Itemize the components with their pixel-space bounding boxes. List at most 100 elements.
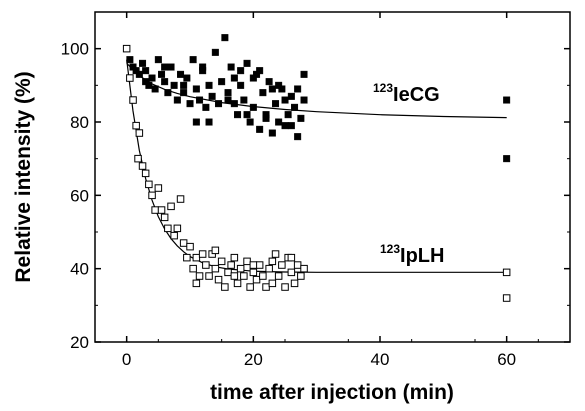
- data-point-filled: [135, 70, 143, 78]
- data-point-open: [192, 253, 201, 262]
- data-point-filled: [294, 85, 302, 93]
- data-point-filled: [205, 81, 213, 89]
- data-point-open: [268, 257, 277, 266]
- data-point-open: [134, 154, 142, 163]
- data-point-open: [211, 246, 220, 255]
- data-point-filled: [249, 103, 257, 111]
- data-point-filled: [180, 81, 188, 89]
- data-point-open: [141, 169, 150, 178]
- data-point-filled: [126, 56, 134, 64]
- data-point-filled: [164, 89, 172, 97]
- data-point-open: [167, 202, 175, 211]
- data-point-filled: [145, 81, 153, 89]
- data-point-open: [297, 272, 305, 280]
- data-point-open: [157, 206, 166, 214]
- data-point-open: [271, 250, 280, 258]
- data-point-open: [293, 261, 302, 269]
- data-point-filled: [284, 111, 292, 119]
- data-point-filled: [196, 96, 204, 104]
- data-point-filled: [199, 63, 207, 71]
- data-point-filled: [167, 63, 175, 71]
- x-tick-label: 0: [122, 350, 131, 369]
- data-point-open: [202, 261, 210, 269]
- data-point-filled: [230, 74, 238, 82]
- data-point-open: [287, 268, 296, 277]
- y-tick-label: 60: [70, 186, 89, 205]
- data-point-filled: [177, 70, 185, 78]
- data-point-filled: [268, 129, 276, 137]
- data-point-filled: [224, 96, 232, 104]
- data-point-open: [122, 44, 131, 53]
- data-point-open: [173, 224, 182, 233]
- data-point-filled: [300, 96, 308, 104]
- data-point-open: [170, 231, 178, 240]
- data-point-open: [224, 268, 232, 277]
- data-point-open: [176, 195, 185, 203]
- data-point-open: [132, 121, 140, 130]
- data-point-open: [211, 264, 220, 273]
- data-point-filled: [256, 125, 264, 133]
- data-point-filled: [230, 100, 238, 108]
- data-point-open: [186, 242, 194, 251]
- data-point-open: [262, 283, 270, 291]
- data-point-filled: [170, 81, 178, 89]
- data-point-filled: [503, 155, 511, 163]
- data-point-open: [502, 268, 511, 277]
- data-point-filled: [142, 67, 150, 75]
- data-point-open: [217, 257, 226, 266]
- data-point-filled: [281, 96, 289, 104]
- data-point-open: [205, 272, 213, 280]
- data-point-open: [249, 268, 258, 277]
- data-point-open: [179, 239, 188, 247]
- data-point-filled: [161, 63, 169, 71]
- data-point-filled: [154, 56, 162, 64]
- data-point-open: [151, 206, 159, 214]
- data-point-filled: [189, 56, 197, 64]
- data-point-open: [192, 279, 201, 288]
- data-point-filled: [272, 100, 280, 108]
- data-point-filled: [227, 63, 235, 71]
- x-tick-label: 60: [497, 350, 516, 369]
- data-point-filled: [202, 103, 210, 111]
- data-point-filled: [256, 67, 264, 75]
- y-tick-label: 100: [61, 40, 89, 59]
- data-point-filled: [218, 78, 226, 86]
- data-point-open: [278, 261, 286, 269]
- data-point-filled: [287, 122, 295, 130]
- data-point-open: [214, 275, 223, 284]
- y-tick-label: 20: [70, 333, 89, 352]
- data-point-open: [281, 283, 289, 291]
- data-point-filled: [234, 111, 242, 119]
- data-point-open: [290, 279, 299, 288]
- data-point-filled: [205, 118, 213, 126]
- data-point-open: [268, 279, 277, 288]
- data-point-filled: [294, 133, 302, 141]
- data-point-filled: [139, 59, 147, 67]
- y-tick-label: 40: [70, 260, 89, 279]
- data-point-filled: [243, 111, 251, 119]
- data-point-open: [189, 264, 197, 273]
- data-point-open: [126, 74, 134, 82]
- data-point-open: [259, 272, 267, 280]
- data-point-open: [145, 180, 153, 189]
- data-point-open: [300, 264, 308, 273]
- data-point-filled: [192, 85, 200, 93]
- data-point-filled: [275, 118, 283, 126]
- tick-labels: 0 20 40 60 20 40 60 80 100: [61, 40, 517, 369]
- data-point-open: [236, 264, 245, 273]
- data-point-filled: [161, 78, 169, 86]
- data-point-filled: [281, 122, 289, 130]
- data-point-open: [148, 191, 156, 200]
- data-point-filled: [186, 100, 194, 108]
- data-point-filled: [503, 96, 511, 104]
- data-point-open: [255, 261, 264, 269]
- data-point-open: [183, 253, 191, 262]
- y-axis-title: Relative intensity (%): [12, 71, 35, 282]
- data-points: [122, 34, 511, 302]
- data-point-filled: [240, 96, 248, 104]
- data-point-filled: [192, 118, 200, 126]
- data-point-filled: [180, 89, 188, 97]
- data-point-filled: [158, 70, 166, 78]
- data-point-filled: [211, 48, 219, 56]
